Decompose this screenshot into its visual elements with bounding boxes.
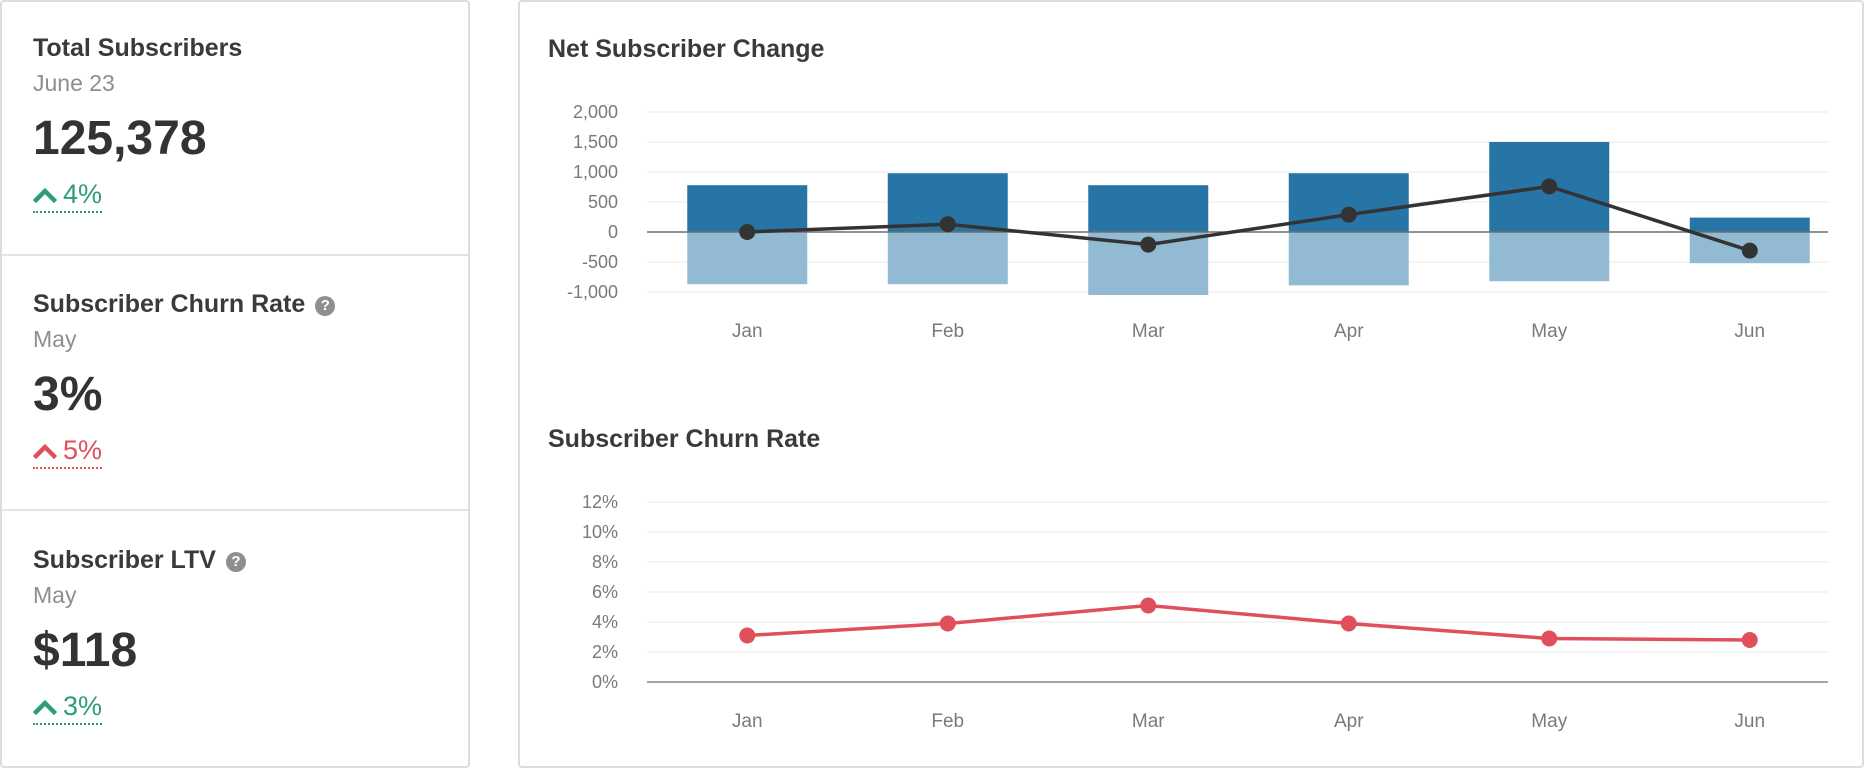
y-tick-label: 2,000	[573, 102, 618, 122]
churn-rate-chart: 12% 10% 8% 6% 4% 2% 0% Jan Feb Mar Apr May Jun	[582, 492, 1828, 732]
net-change-point	[939, 216, 956, 233]
bar-gain	[1288, 173, 1409, 232]
net-change-point	[739, 224, 756, 240]
x-tick-label: Jun	[1734, 321, 1765, 342]
y-tick-label: 12%	[582, 492, 618, 512]
bar-gain	[1689, 217, 1810, 232]
net-change-line	[747, 184, 1751, 253]
x-tick-label: Jan	[732, 711, 763, 732]
kpi-subscriber-ltv: Subscriber LTV? May $118 3%	[2, 546, 468, 725]
y-tick-label: -500	[582, 252, 618, 272]
y-tick-label: 0	[608, 222, 618, 242]
kpi-title-text: Subscriber LTV	[33, 546, 216, 574]
bar-loss	[1489, 232, 1610, 282]
y-tick-label: 6%	[592, 582, 618, 602]
churn-rate-point	[1140, 597, 1157, 614]
net-change-point	[1741, 242, 1758, 259]
y-tick-label: 4%	[592, 612, 618, 632]
kpi-value: 3%	[33, 368, 103, 421]
x-tick-label: Apr	[1334, 711, 1364, 732]
net-change-point	[1541, 178, 1558, 195]
kpi-panel: Total Subscribers June 23 125,378 4% Sub…	[0, 0, 470, 768]
help-icon[interactable]: ?	[315, 296, 336, 316]
churn-rate-point	[1340, 615, 1357, 632]
net-change-point	[1340, 206, 1357, 223]
divider	[2, 509, 468, 511]
kpi-change-badge[interactable]: 4%	[33, 179, 103, 213]
churn-rate-point	[739, 627, 756, 644]
kpi-period: June 23	[33, 70, 115, 96]
x-tick-label: Feb	[931, 711, 964, 732]
arrow-up-icon	[33, 187, 57, 203]
charts-panel: Net Subscriber Change 2,000 1,500 1,000 500…	[518, 0, 1864, 768]
kpi-title: Total Subscribers	[33, 34, 243, 62]
churn-rate-point	[1741, 632, 1758, 648]
kpi-title: Subscriber Churn Rate?	[33, 290, 468, 319]
kpi-change-value: 5%	[63, 435, 103, 465]
x-tick-label: Jan	[732, 321, 763, 342]
x-tick-label: Jun	[1734, 711, 1765, 732]
bar-loss	[687, 232, 808, 285]
arrow-up-icon	[33, 443, 57, 459]
help-icon[interactable]: ?	[225, 552, 246, 572]
y-tick-label: -1,000	[567, 282, 618, 302]
chart-title-net-change: Net Subscriber Change	[548, 35, 825, 63]
kpi-change-value: 4%	[63, 179, 103, 209]
kpi-change-badge[interactable]: 3%	[33, 691, 103, 725]
kpi-change-badge[interactable]: 5%	[33, 435, 103, 469]
x-tick-label: May	[1531, 711, 1567, 732]
chart-title-churn-rate: Subscriber Churn Rate	[548, 425, 821, 453]
bar-loss	[1288, 232, 1409, 286]
y-tick-label: 0%	[592, 672, 618, 692]
churn-rate-point	[939, 615, 956, 632]
bar-gain	[1088, 185, 1209, 232]
kpi-period: May	[33, 326, 77, 352]
x-tick-label: Apr	[1334, 321, 1364, 342]
y-tick-label: 1,500	[573, 132, 618, 152]
kpi-churn-rate: Subscriber Churn Rate? May 3% 5%	[2, 290, 468, 469]
kpi-period: May	[33, 582, 77, 608]
y-tick-label: 2%	[592, 642, 618, 662]
y-tick-label: 8%	[592, 552, 618, 572]
churn-rate-point	[1541, 630, 1558, 647]
kpi-title: Subscriber LTV?	[33, 546, 468, 575]
kpi-value: $118	[33, 624, 138, 677]
y-tick-label: 500	[588, 192, 618, 212]
y-tick-label: 10%	[582, 522, 618, 542]
net-subscriber-change-chart: 2,000 1,500 1,000 500 0 -500 -1,000 Jan Feb Mar Ap…	[567, 102, 1828, 342]
x-tick-label: Feb	[931, 321, 964, 342]
divider	[2, 254, 468, 256]
x-tick-label: May	[1531, 321, 1567, 342]
kpi-value: 125,378	[33, 112, 207, 165]
kpi-title-text: Subscriber Churn Rate	[33, 290, 306, 318]
arrow-up-icon	[33, 699, 57, 715]
x-tick-label: Mar	[1132, 321, 1165, 342]
x-tick-label: Mar	[1132, 711, 1165, 732]
churn-rate-line	[747, 603, 1750, 642]
kpi-change-value: 3%	[63, 691, 103, 721]
net-change-point	[1140, 236, 1157, 253]
kpi-total-subscribers: Total Subscribers June 23 125,378 4%	[2, 34, 468, 213]
bar-loss	[887, 232, 1008, 285]
y-tick-label: 1,000	[573, 162, 618, 182]
